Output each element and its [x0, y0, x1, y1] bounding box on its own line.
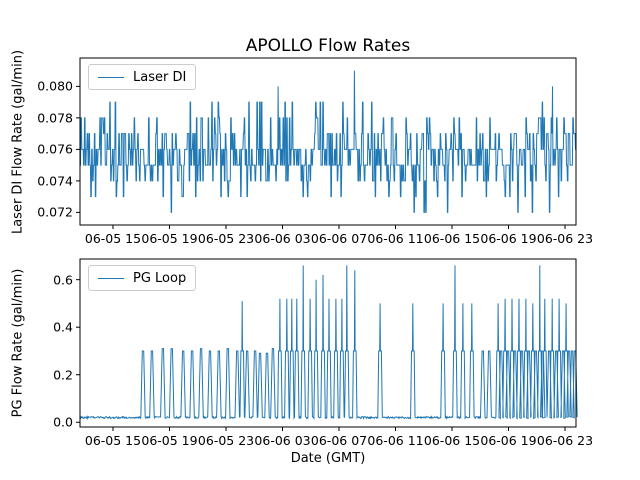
- top-legend: Laser DI: [88, 64, 197, 90]
- top-x-tick-label: 06-06 19: [480, 231, 537, 246]
- top-y-tick-label: 0.080: [37, 78, 73, 94]
- top-x-tick-label: 06-06 11: [367, 231, 424, 246]
- top-plot-area: [76, 57, 577, 229]
- bottom-y-tick-label: 0.4: [53, 319, 73, 335]
- bottom-x-tick-label: 06-06 15: [423, 433, 481, 448]
- laser-di-legend-label: Laser DI: [133, 69, 187, 85]
- laser-di-line-sample-icon: [98, 76, 124, 78]
- bottom-x-tick-label: 06-06 07: [310, 433, 368, 448]
- top-x-tick-label: 06-05 15: [84, 231, 142, 246]
- bottom-x-tick-label: 06-05 23: [197, 433, 255, 448]
- x-axis-label: Date (GMT): [290, 451, 366, 466]
- bottom-y-tick-label: 0.2: [53, 367, 73, 383]
- bottom-legend: PG Loop: [88, 265, 197, 291]
- top-x-tick-label: 06-05 19: [141, 231, 198, 246]
- bottom-x-tick-label: 06-05 15: [84, 433, 142, 448]
- top-y-axis-label: Laser DI Flow Rate (gal/min): [10, 49, 26, 235]
- bottom-x-tick-label: 06-06 23: [536, 433, 594, 448]
- top-x-tick-label: 06-06 07: [310, 231, 368, 246]
- bottom-x-tick-label: 06-06 03: [254, 433, 311, 448]
- bottom-x-tick-label: 06-06 19: [480, 433, 537, 448]
- top-y-tick-label: 0.076: [37, 141, 73, 157]
- top-y-tick-label: 0.074: [37, 173, 73, 189]
- top-x-tick-label: 06-05 23: [197, 231, 255, 246]
- bottom-x-tick-label: 06-05 19: [141, 433, 198, 448]
- chart-title: APOLLO Flow Rates: [245, 36, 411, 56]
- pg-loop-legend-label: PG Loop: [133, 270, 187, 286]
- bottom-x-tick-label: 06-06 11: [367, 433, 424, 448]
- bottom-y-tick-label: 0.0: [53, 414, 73, 430]
- top-y-tick-label: 0.078: [37, 110, 73, 126]
- top-y-tick-label: 0.072: [37, 204, 73, 220]
- top-x-tick-label: 06-06 23: [536, 231, 594, 246]
- pg-loop-line-sample-icon: [98, 277, 124, 279]
- bottom-plot-area: [76, 258, 578, 431]
- bottom-y-axis-label: PG Flow Rate (gal/min): [10, 268, 26, 418]
- top-x-tick-label: 06-06 03: [254, 231, 311, 246]
- bottom-y-tick-label: 0.6: [53, 272, 73, 288]
- top-x-tick-label: 06-06 15: [423, 231, 481, 246]
